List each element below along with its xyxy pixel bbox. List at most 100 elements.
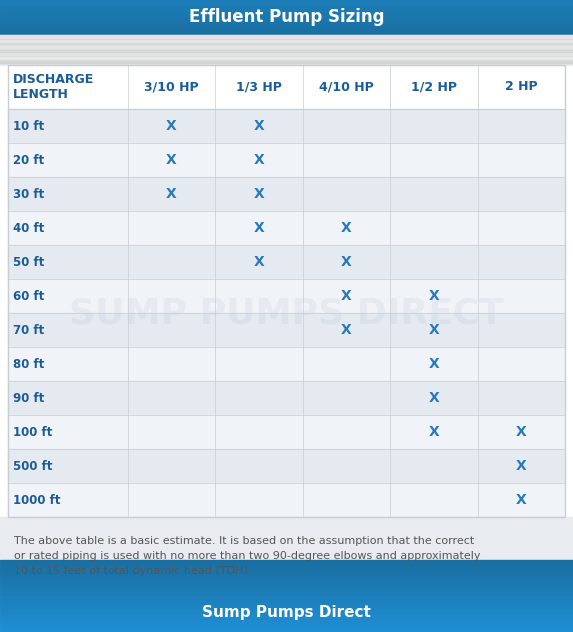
Text: 50 ft: 50 ft — [13, 255, 44, 269]
Bar — [0, 61, 573, 62]
Bar — [0, 15, 573, 16]
Bar — [8, 279, 565, 313]
Bar — [0, 572, 573, 573]
Text: X: X — [254, 119, 264, 133]
Text: DISCHARGE
LENGTH: DISCHARGE LENGTH — [13, 73, 94, 101]
Bar — [0, 32, 573, 33]
Bar — [0, 54, 573, 55]
Bar — [0, 612, 573, 614]
Bar — [0, 42, 573, 43]
Bar — [0, 63, 573, 64]
Text: X: X — [254, 187, 264, 201]
Bar — [0, 591, 573, 593]
Text: X: X — [429, 391, 439, 405]
Bar — [0, 59, 573, 60]
Bar — [0, 600, 573, 602]
Bar — [0, 35, 573, 37]
Text: 90 ft: 90 ft — [13, 391, 44, 404]
Bar — [0, 44, 573, 46]
Bar — [0, 40, 573, 42]
Bar — [0, 42, 573, 44]
Bar — [8, 449, 565, 483]
Bar — [8, 483, 565, 517]
Text: 70 ft: 70 ft — [13, 324, 44, 336]
Bar — [0, 569, 573, 571]
Text: SUMP PUMPS DIRECT: SUMP PUMPS DIRECT — [69, 296, 504, 330]
Bar — [0, 44, 573, 45]
Text: 2 HP: 2 HP — [505, 80, 537, 94]
Text: X: X — [516, 425, 527, 439]
Bar — [0, 2, 573, 4]
Text: 3/10 HP: 3/10 HP — [144, 80, 199, 94]
Bar — [0, 574, 573, 576]
Bar — [0, 18, 573, 19]
Bar — [0, 37, 573, 38]
Bar — [0, 615, 573, 617]
Bar — [0, 52, 573, 54]
Bar — [0, 65, 573, 109]
Text: X: X — [341, 323, 352, 337]
Bar — [8, 313, 565, 347]
Text: X: X — [429, 425, 439, 439]
Bar — [0, 517, 573, 595]
Bar — [0, 627, 573, 629]
Text: The above table is a basic estimate. It is based on the assumption that the corr: The above table is a basic estimate. It … — [14, 536, 481, 576]
Bar — [0, 61, 573, 63]
Bar — [8, 65, 565, 517]
Bar — [0, 37, 573, 39]
Bar — [0, 59, 573, 61]
Text: 20 ft: 20 ft — [13, 154, 44, 166]
Bar — [0, 4, 573, 5]
Bar — [0, 39, 573, 40]
Text: X: X — [429, 289, 439, 303]
Bar — [8, 415, 565, 449]
Bar — [0, 581, 573, 583]
Bar — [0, 593, 573, 595]
Text: 500 ft: 500 ft — [13, 459, 53, 473]
Bar — [0, 1, 573, 2]
Bar — [8, 143, 565, 177]
Bar — [0, 560, 573, 561]
Bar — [0, 596, 573, 597]
Text: 40 ft: 40 ft — [13, 221, 44, 234]
Text: X: X — [254, 221, 264, 235]
Bar — [0, 58, 573, 59]
Text: X: X — [166, 119, 177, 133]
Bar — [0, 63, 573, 65]
Text: 60 ft: 60 ft — [13, 289, 44, 303]
Bar — [0, 20, 573, 21]
Bar — [0, 35, 573, 65]
Bar — [0, 598, 573, 600]
Text: X: X — [516, 493, 527, 507]
Text: Sump Pumps Direct: Sump Pumps Direct — [202, 605, 371, 621]
Text: X: X — [254, 153, 264, 167]
Bar — [0, 56, 573, 58]
Bar — [0, 620, 573, 621]
Text: X: X — [341, 255, 352, 269]
Bar — [0, 51, 573, 53]
Bar — [0, 564, 573, 566]
Bar — [0, 610, 573, 612]
Bar — [0, 13, 573, 14]
Bar — [0, 605, 573, 607]
Text: X: X — [429, 357, 439, 371]
Bar — [0, 584, 573, 585]
Text: X: X — [166, 153, 177, 167]
Bar — [0, 622, 573, 624]
Text: 30 ft: 30 ft — [13, 188, 44, 200]
Text: 1/3 HP: 1/3 HP — [236, 80, 282, 94]
Bar — [0, 567, 573, 569]
Bar — [8, 211, 565, 245]
Bar — [0, 562, 573, 564]
Text: X: X — [341, 289, 352, 303]
Bar — [0, 588, 573, 590]
Bar — [0, 56, 573, 57]
Bar — [0, 23, 573, 25]
Text: 80 ft: 80 ft — [13, 358, 44, 370]
Bar — [0, 25, 573, 27]
Bar — [0, 8, 573, 9]
Text: X: X — [166, 187, 177, 201]
Bar — [0, 21, 573, 23]
Text: X: X — [341, 221, 352, 235]
Bar — [0, 579, 573, 581]
